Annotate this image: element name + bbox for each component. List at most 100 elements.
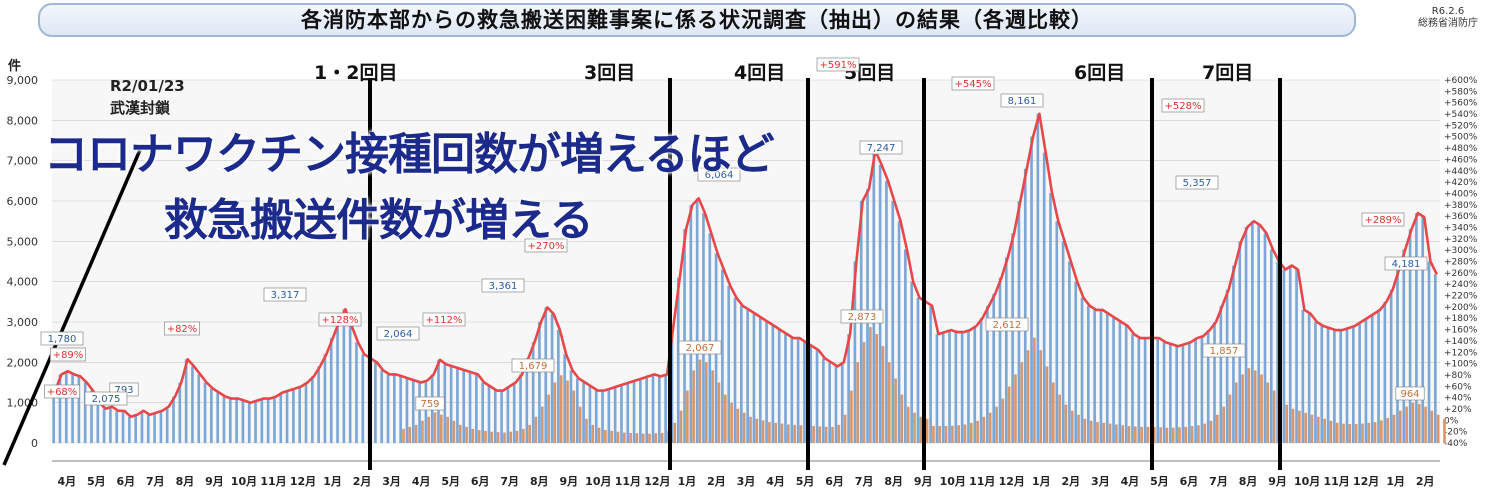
callout-label: 1,857 [1210,346,1239,357]
y-tick-label-right: +360% [1444,212,1478,222]
bar-total [64,371,68,443]
callout-label: +270% [528,241,565,252]
callout-box [1384,256,1428,271]
bar-covid [736,408,740,443]
bar-total [1364,317,1368,443]
bar-covid [1310,414,1314,443]
bar-covid [793,424,796,443]
report-date: R6.2.6 [1431,6,1465,17]
annotation-pointer-line [2,149,142,466]
bar-total [948,330,951,443]
x-tick-label: 1月 [1032,475,1051,488]
bar-total [443,364,447,443]
bar-total [121,411,125,443]
overlay-caption-line-2: 救急搬送件数が増える [164,195,594,246]
annotation-date: R2/01/23 [110,77,185,95]
x-tick-label: 2月 [1062,475,1081,488]
y-tick-label-right: +560% [1444,99,1478,109]
x-tick-label: 3月 [1091,475,1110,488]
x-tick-label: 7月 [855,475,874,488]
bar-covid [503,432,506,443]
callout-label: 2,612 [993,320,1022,331]
bar-covid [1209,420,1213,443]
bar-covid [509,431,513,443]
bar-total [77,376,81,443]
bar-covid [1077,414,1080,443]
bar-covid [522,428,525,443]
bar-total [620,384,623,443]
bar-total [1320,326,1324,443]
y-tick-label-right: +520% [1444,121,1478,131]
bar-total [626,382,630,443]
bar-covid [1134,426,1137,443]
bar-covid [585,418,588,443]
bar-total [1118,322,1122,443]
bar-covid [1260,374,1263,443]
callout-box [263,287,307,302]
x-tick-label: 4月 [57,475,76,488]
y-tick-label-right: +80% [1444,371,1472,381]
bar-covid [988,412,992,443]
bar-total [897,221,901,443]
bar-total [1288,265,1292,443]
y-tick-label-right: +380% [1444,201,1478,211]
bar-total [664,374,667,443]
x-tick-label: 4月 [766,475,785,488]
bar-total [424,380,428,443]
chart-title: 各消防本部からの救急搬送困難事案に係る状況調査（抽出）の結果（各週比較） [301,8,1093,32]
bar-covid [679,410,683,443]
x-tick-label: 6月 [471,475,490,488]
bar-covid [673,422,677,443]
bar-total [411,380,415,443]
bar-covid [1253,370,1257,443]
bar-total [1181,344,1185,443]
bar-total [721,269,724,443]
bar-covid [566,380,569,443]
callout-label: 2,075 [92,394,121,405]
callout-label: 3,317 [271,290,300,301]
bar-total [159,410,163,443]
bar-total [260,398,264,443]
bar-covid [402,428,405,443]
bar-covid [660,432,664,443]
x-tick-label: 5月 [441,475,460,488]
bar-total [1389,289,1393,443]
callout-box [422,312,466,327]
bar-covid [1247,368,1251,443]
bar-total [525,358,529,443]
y-tick-label-right: +400% [1444,189,1478,199]
callout-label: 793 [114,385,133,396]
bar-total [197,374,201,443]
y-tick-label-right: +60% [1444,382,1472,392]
x-tick-label: 1月 [678,475,697,488]
bar-total [1105,313,1109,443]
bar-total [1131,334,1134,443]
bar-covid [553,382,557,443]
bar-total [380,370,384,443]
y-tick-label-right: +480% [1444,144,1478,154]
callout-box [1202,343,1246,358]
y-tick-label-right: +40% [1444,394,1472,404]
bar-total [979,317,983,443]
bar-total [740,305,743,443]
bar-covid [1386,417,1390,443]
bar-total [1408,229,1412,443]
bar-total [702,213,705,443]
callout-label: 2,873 [848,312,877,323]
bar-covid [458,424,462,443]
bar-total [1055,221,1059,443]
bar-covid [540,406,544,443]
bar-covid [1089,420,1093,443]
round-label: 6回目 [1074,62,1125,84]
bar-covid [749,416,752,443]
bar-covid [1373,422,1377,443]
bar-total [771,326,775,443]
bar-total [342,309,346,443]
bar-covid [900,394,904,443]
bar-total [840,362,844,443]
bar-total [83,382,87,443]
bar-covid [1051,382,1055,443]
bar-total [1345,328,1349,443]
bar-total [1402,249,1406,443]
callout-label: 5,357 [1183,178,1212,189]
